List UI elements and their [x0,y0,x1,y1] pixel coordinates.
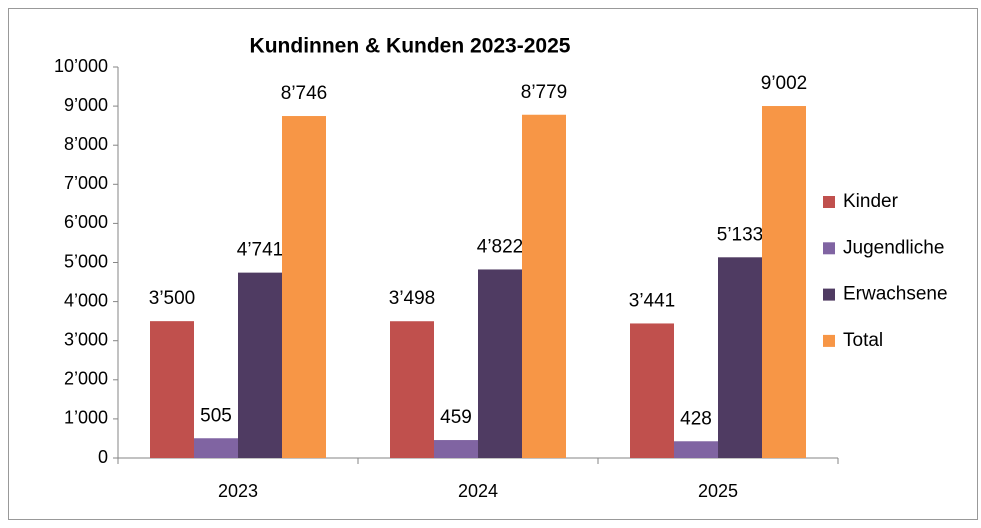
bar [282,116,326,458]
legend-swatch [823,196,835,208]
bar [630,323,674,458]
x-tick-label: 2023 [218,481,258,501]
value-label: 8’779 [521,82,568,103]
bar [194,438,238,458]
value-label: 4’822 [477,236,524,257]
value-label: 3’500 [149,288,196,309]
value-label: 4’741 [237,240,284,261]
y-tick-label: 1’000 [64,408,108,428]
legend-swatch [823,334,835,347]
legend-label: Total [843,330,883,351]
y-tick-label: 7’000 [64,173,108,193]
legend-swatch [823,242,835,255]
y-tick-label: 4’000 [64,290,108,310]
bar [150,321,194,458]
legend-label: Jugendliche [843,237,944,258]
value-label: 3’498 [389,288,436,309]
y-tick-label: 5’000 [64,251,108,271]
legend-swatch [823,288,835,301]
bar [762,106,806,459]
y-tick-label: 10’000 [54,56,108,76]
value-label: 5’133 [717,224,764,245]
y-tick-label: 3’000 [64,329,108,349]
value-label: 8’746 [281,83,328,104]
value-label: 505 [200,405,232,426]
x-tick-label: 2025 [698,481,738,501]
legend-label: Erwachsene [843,284,948,305]
bar [434,440,478,458]
y-tick-label: 6’000 [64,212,108,232]
value-label: 3’441 [629,290,676,311]
bar [522,114,566,459]
bar [718,257,762,458]
legend-label: Kinder [843,191,899,212]
bar [390,321,434,458]
bar [238,272,282,458]
bar [674,441,718,458]
chart-title: Kundinnen & Kunden 2023-2025 [250,35,571,58]
value-label: 428 [680,408,712,429]
y-tick-label: 0 [98,447,108,467]
value-label: 459 [440,407,472,428]
value-label: 9’002 [761,73,808,94]
bar [478,269,522,458]
y-tick-label: 8’000 [64,134,108,154]
y-tick-label: 9’000 [64,95,108,115]
x-tick-label: 2024 [458,481,498,501]
y-tick-label: 2’000 [64,369,108,389]
